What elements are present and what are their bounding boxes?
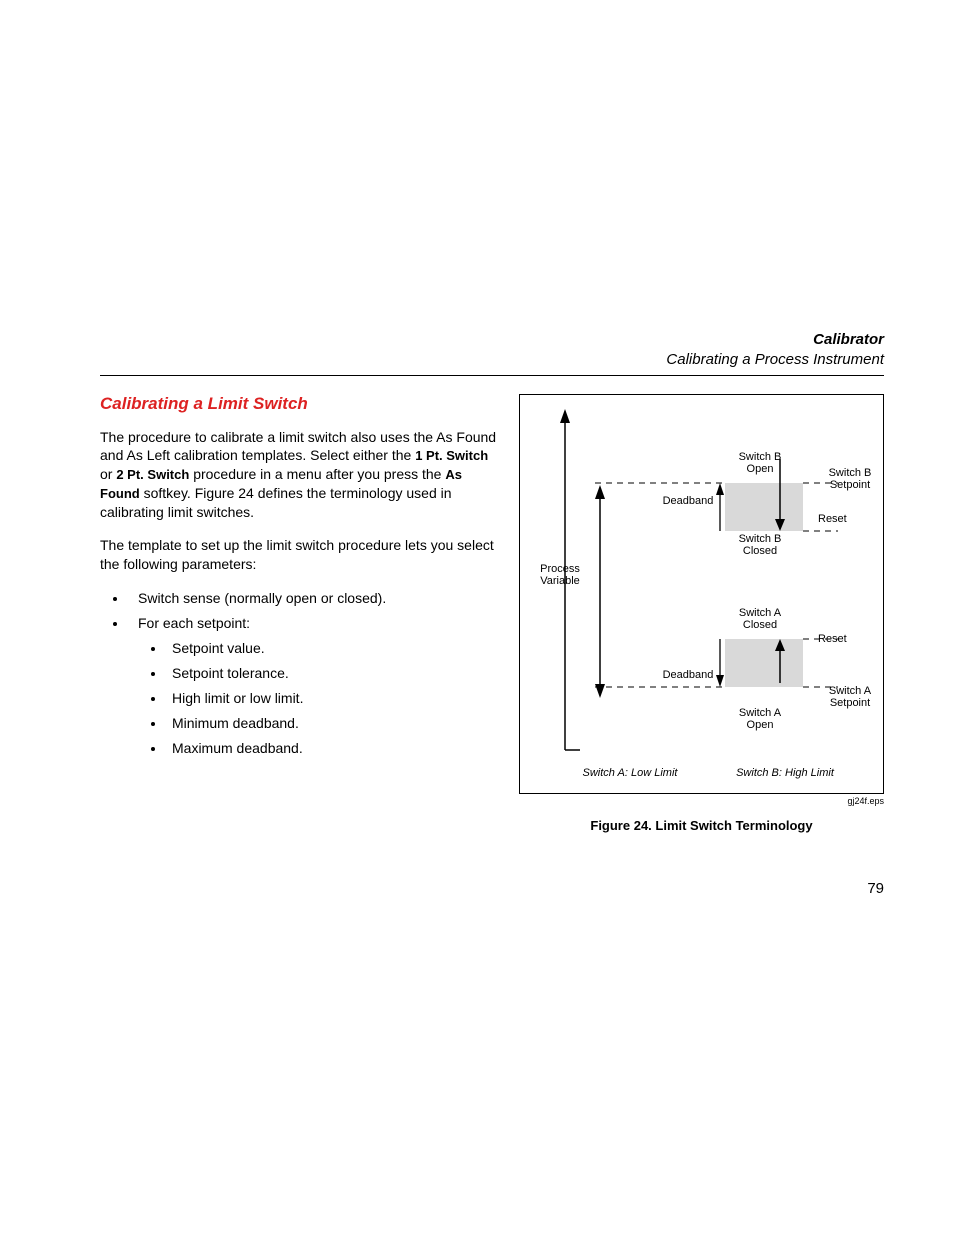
paragraph-1: The procedure to calibrate a limit switc… [100,428,497,522]
sw1: 1 Pt. Switch [415,448,488,463]
label-switch-b-closed: Switch B Closed [730,533,790,558]
sub-1: Setpoint value. [166,638,497,659]
figure-caption: Figure 24. Limit Switch Terminology [519,818,884,833]
header-title: Calibrator [100,330,884,350]
label-deadband-top: Deadband [658,495,718,508]
label-switch-a-setpoint: Switch A Setpoint [820,685,880,710]
paragraph-2: The template to set up the limit switch … [100,536,497,574]
label-process-variable: Process Variable [530,563,590,588]
label-switch-b-setpoint: Switch B Setpoint [820,467,880,492]
section-title: Calibrating a Limit Switch [100,394,497,414]
eps-filename: gj24f.eps [519,796,884,806]
sub-2: Setpoint tolerance. [166,663,497,684]
label-switch-b-open: Switch B Open [730,451,790,476]
bullet-2: For each setpoint: Setpoint value. Setpo… [128,613,497,759]
para1-b: procedure in a menu after you press the [189,466,445,482]
figure-svg [520,395,885,795]
sub-3: High limit or low limit. [166,688,497,709]
label-switch-a-closed: Switch A Closed [730,607,790,632]
label-footer-b: Switch B: High Limit [710,767,860,780]
sub-4: Minimum deadband. [166,713,497,734]
header-rule [100,375,884,376]
page-number: 79 [867,880,884,897]
sw2: 2 Pt. Switch [116,467,189,482]
para1-c: softkey. Figure 24 defines the terminolo… [100,485,452,520]
header-subtitle: Calibrating a Process Instrument [100,350,884,370]
label-reset-bottom: Reset [818,633,878,646]
label-switch-a-open: Switch A Open [730,707,790,732]
bullet-2-text: For each setpoint: [138,615,250,631]
label-footer-a: Switch A: Low Limit [560,767,700,780]
label-reset-top: Reset [818,513,878,526]
para-or: or [100,466,116,482]
bullet-1: Switch sense (normally open or closed). [128,588,497,609]
label-deadband-bottom: Deadband [658,669,718,682]
figure-box: Process Variable Switch B Open Switch B … [519,394,884,794]
sub-bullet-list: Setpoint value. Setpoint tolerance. High… [138,638,497,759]
sub-5: Maximum deadband. [166,738,497,759]
bullet-list: Switch sense (normally open or closed). … [100,588,497,759]
